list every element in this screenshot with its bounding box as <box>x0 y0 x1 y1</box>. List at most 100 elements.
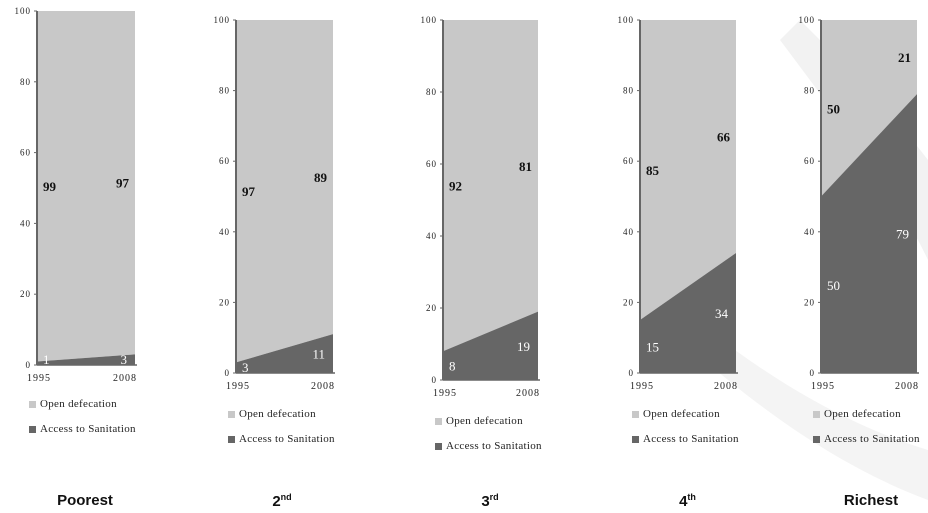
legend: Open defecation Access to Sanitation <box>813 406 920 456</box>
data-label-access-to-sanitation: 3 <box>121 352 128 367</box>
data-label-access-to-sanitation: 34 <box>715 306 729 321</box>
legend-label: Open defecation <box>446 415 523 427</box>
legend-swatch <box>632 435 639 443</box>
y-tick-label: 0 <box>810 368 816 378</box>
x-tick-label: 2008 <box>895 381 919 392</box>
x-tick-label: 1995 <box>433 388 457 399</box>
chart-title: 4th <box>619 492 756 510</box>
data-label-open-defecation: 89 <box>314 170 328 185</box>
data-label-open-defecation: 81 <box>519 159 532 174</box>
data-label-access-to-sanitation: 15 <box>646 340 659 355</box>
y-tick-label: 80 <box>623 86 634 96</box>
legend-swatch <box>29 400 36 408</box>
y-tick-label: 60 <box>219 156 230 166</box>
y-tick-label: 0 <box>225 368 231 378</box>
chart-title-text: Richest <box>843 492 899 509</box>
legend: Open defecation Access to Sanitation <box>435 413 542 463</box>
y-tick-label: 100 <box>421 15 438 25</box>
area-open-defecation <box>443 20 538 352</box>
y-tick-label: 20 <box>219 297 230 307</box>
legend-entry: Access to Sanitation <box>435 438 542 454</box>
legend-label: Access to Sanitation <box>824 433 920 445</box>
area-access-to-sanitation <box>443 311 538 380</box>
data-label-open-defecation: 66 <box>717 129 731 144</box>
area-access-to-sanitation <box>821 94 917 373</box>
legend-entry: Open defecation <box>29 396 136 412</box>
chart-title-text: Poorest <box>57 492 113 509</box>
y-tick-label: 100 <box>214 15 231 25</box>
y-tick-label: 80 <box>804 86 815 96</box>
legend-label: Access to Sanitation <box>446 440 542 452</box>
legend-entry: Open defecation <box>435 413 542 429</box>
area-access-to-sanitation <box>236 334 333 373</box>
data-label-access-to-sanitation: 8 <box>449 359 456 374</box>
data-label-open-defecation: 99 <box>43 179 57 194</box>
y-tick-label: 40 <box>623 227 634 237</box>
y-tick-label: 60 <box>20 148 31 158</box>
legend: Open defecation Access to Sanitation <box>228 406 335 456</box>
y-tick-label: 100 <box>799 15 816 25</box>
chart-title-superscript: th <box>687 492 696 502</box>
data-label-open-defecation: 92 <box>449 179 462 194</box>
chart-5: 0 20 40 60 80 100 1995 2008 50 21 50 79 <box>799 15 919 392</box>
y-tick-label: 60 <box>804 156 815 166</box>
x-tick-label: 2008 <box>113 373 137 384</box>
area-open-defecation <box>236 20 333 363</box>
data-label-access-to-sanitation: 50 <box>827 278 840 293</box>
legend-swatch <box>435 442 442 450</box>
legend-swatch <box>632 410 639 418</box>
legend-swatch <box>813 435 820 443</box>
data-label-access-to-sanitation: 79 <box>896 227 909 242</box>
area-access-to-sanitation <box>37 354 135 365</box>
area-access-to-sanitation <box>640 252 736 373</box>
area-open-defecation <box>640 20 736 321</box>
legend-label: Access to Sanitation <box>643 433 739 445</box>
legend-label: Open defecation <box>40 398 117 410</box>
area-open-defecation <box>821 20 917 197</box>
chart-title: Richest <box>805 492 928 509</box>
data-label-open-defecation: 97 <box>242 184 256 199</box>
chart-title-text: 2 <box>272 493 281 510</box>
data-label-access-to-sanitation: 3 <box>242 360 249 375</box>
legend-swatch <box>29 425 36 433</box>
x-tick-label: 2008 <box>714 381 738 392</box>
legend-swatch <box>435 417 442 425</box>
chart-title-superscript: rd <box>489 492 499 502</box>
data-label-access-to-sanitation: 1 <box>43 352 50 367</box>
y-tick-label: 20 <box>804 297 815 307</box>
chart-title: Poorest <box>15 492 155 509</box>
chart-3: 0 20 40 60 80 100 1995 2008 92 81 8 19 <box>421 15 540 399</box>
y-tick-label: 0 <box>432 375 438 385</box>
data-label-open-defecation: 50 <box>827 101 840 116</box>
y-tick-label: 20 <box>623 297 634 307</box>
legend-label: Access to Sanitation <box>239 433 335 445</box>
chart-title: 2nd <box>211 492 353 510</box>
y-tick-label: 40 <box>804 227 815 237</box>
chart-2: 0 20 40 60 80 100 1995 2008 97 89 3 11 <box>214 15 335 392</box>
y-tick-label: 100 <box>15 6 32 16</box>
chart-4: 0 20 40 60 80 100 1995 2008 85 66 15 34 <box>618 15 738 392</box>
y-tick-label: 20 <box>20 289 31 299</box>
y-tick-label: 60 <box>623 156 634 166</box>
legend-entry: Access to Sanitation <box>813 431 920 447</box>
legend-swatch <box>228 410 235 418</box>
y-tick-label: 0 <box>629 368 635 378</box>
chart-title-text: 3 <box>481 493 490 510</box>
legend: Open defecation Access to Sanitation <box>29 396 136 446</box>
x-tick-label: 1995 <box>226 381 250 392</box>
legend-entry: Access to Sanitation <box>228 431 335 447</box>
data-label-access-to-sanitation: 11 <box>312 347 325 362</box>
data-label-open-defecation: 97 <box>116 176 130 191</box>
chart-1: 0 20 40 60 80 100 1995 2008 99 97 1 3 <box>15 6 137 384</box>
y-tick-label: 0 <box>26 360 32 370</box>
legend-entry: Access to Sanitation <box>632 431 739 447</box>
y-tick-label: 80 <box>219 86 230 96</box>
x-tick-label: 1995 <box>630 381 654 392</box>
data-label-access-to-sanitation: 19 <box>517 339 530 354</box>
data-label-open-defecation: 85 <box>646 163 660 178</box>
data-label-open-defecation: 21 <box>898 50 911 65</box>
y-tick-label: 100 <box>618 15 635 25</box>
chart-title-superscript: nd <box>280 492 292 502</box>
legend-entry: Open defecation <box>813 406 920 422</box>
